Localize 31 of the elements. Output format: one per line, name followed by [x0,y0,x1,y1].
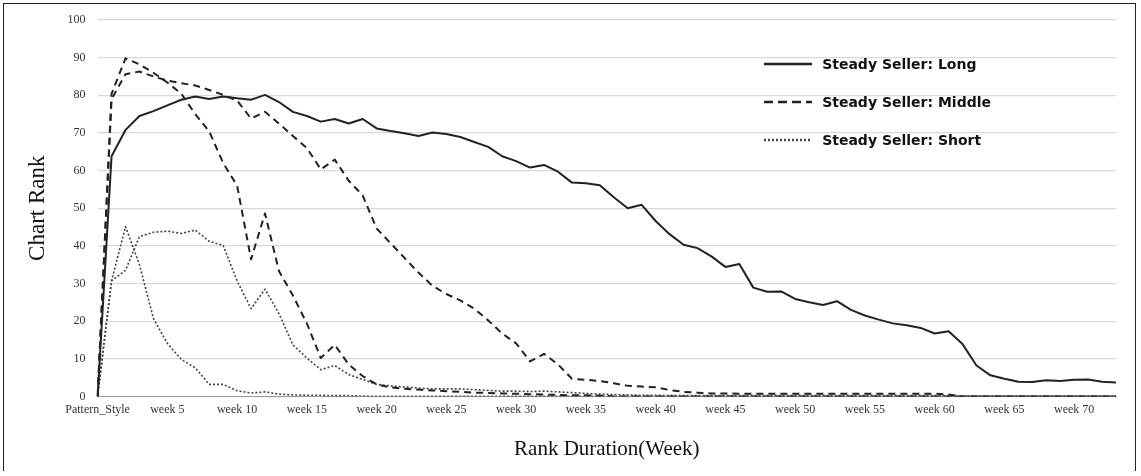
x-tick-label: week 60 [914,401,955,416]
legend-label: Steady Seller: Short [822,132,982,148]
x-tick-label: week 35 [565,401,607,416]
x-tick-label: week 5 [150,401,185,416]
y-tick-label: 90 [73,49,86,64]
x-tick-label: week 10 [216,401,258,416]
y-tick-label: 30 [73,275,86,290]
x-tick-label: Pattern_Style [65,401,130,416]
y-tick-label: 80 [73,87,86,102]
y-tick-label: 60 [73,162,86,177]
x-tick-label: week 40 [635,401,676,416]
x-tick-label: week 50 [774,401,816,416]
legend-label: Steady Seller: Middle [822,94,991,110]
y-tick-label: 10 [73,350,86,365]
legend-label: Steady Seller: Long [822,56,977,72]
x-tick-label: week 55 [844,401,886,416]
x-tick-label: week 65 [984,401,1025,416]
y-tick-label: 0 [79,388,86,403]
x-tick-label: week 25 [426,401,467,416]
x-tick-label: week 45 [705,401,746,416]
x-axis-title: Rank Duration(Week) [514,435,700,460]
x-tick-label: week 30 [495,401,537,416]
y-tick-label: 50 [73,200,86,215]
y-tick-label: 70 [73,125,86,140]
y-tick-label: 40 [73,238,86,252]
y-tick-label: 100 [67,12,86,27]
y-axis-title: Chart Rank [23,155,49,261]
x-tick-label: week 15 [286,401,328,416]
x-tick-label: week 70 [1053,401,1095,416]
x-tick-label: week 20 [356,401,397,416]
y-tick-label: 20 [73,313,86,328]
